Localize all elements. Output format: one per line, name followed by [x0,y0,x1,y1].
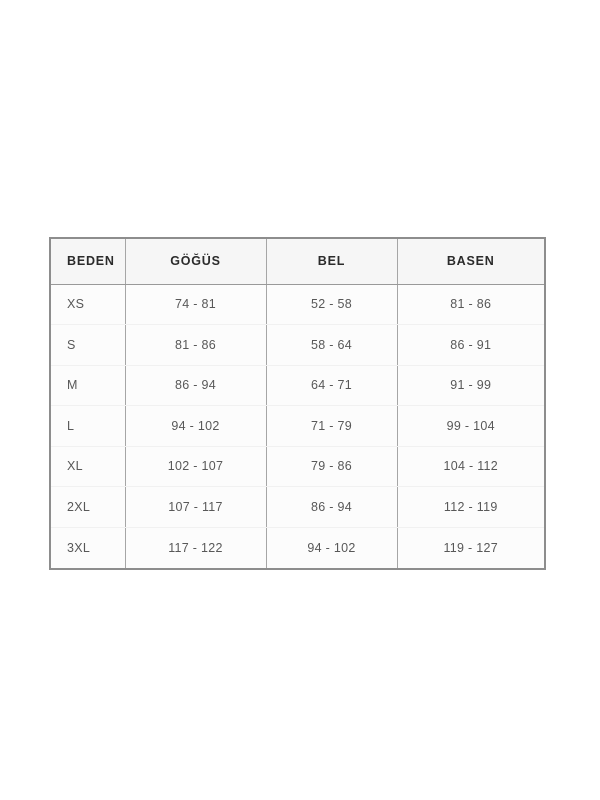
cell-basen: 119 - 127 [397,527,544,568]
cell-basen: 99 - 104 [397,405,544,447]
cell-gogus: 117 - 122 [125,527,267,568]
table-row: 3XL 117 - 122 94 - 102 119 - 127 [51,527,544,568]
cell-beden: XL [51,446,126,487]
table-row: XL 102 - 107 79 - 86 104 - 112 [51,446,544,487]
cell-gogus: 107 - 117 [125,486,267,528]
cell-gogus: 81 - 86 [125,324,267,366]
cell-beden: S [51,324,126,366]
cell-gogus: 102 - 107 [125,446,267,487]
cell-bel: 52 - 58 [266,284,398,325]
cell-basen: 86 - 91 [397,324,544,366]
cell-gogus: 74 - 81 [125,284,267,325]
cell-basen: 81 - 86 [397,284,544,325]
cell-bel: 79 - 86 [266,446,398,487]
table-header: BEDEN GÖĞÜS BEL BASEN [51,239,544,285]
cell-bel: 71 - 79 [266,405,398,447]
cell-beden: M [51,365,126,406]
table-row: XS 74 - 81 52 - 58 81 - 86 [51,284,544,325]
cell-bel: 94 - 102 [266,527,398,568]
column-header-bel: BEL [266,239,398,285]
cell-beden: 3XL [51,527,126,568]
cell-basen: 104 - 112 [397,446,544,487]
table-row: M 86 - 94 64 - 71 91 - 99 [51,365,544,406]
cell-gogus: 86 - 94 [125,365,267,406]
cell-gogus: 94 - 102 [125,405,267,447]
cell-basen: 112 - 119 [397,486,544,528]
cell-basen: 91 - 99 [397,365,544,406]
size-chart-table: BEDEN GÖĞÜS BEL BASEN XS 74 - 81 52 - 58… [51,239,544,568]
cell-beden: L [51,405,126,447]
table-row: L 94 - 102 71 - 79 99 - 104 [51,405,544,447]
table-row: S 81 - 86 58 - 64 86 - 91 [51,324,544,366]
cell-bel: 86 - 94 [266,486,398,528]
table-body: XS 74 - 81 52 - 58 81 - 86 S 81 - 86 58 … [51,284,544,568]
cell-bel: 58 - 64 [266,324,398,366]
cell-beden: 2XL [51,486,126,528]
column-header-gogus: GÖĞÜS [125,239,267,285]
column-header-basen: BASEN [397,239,544,285]
column-header-beden: BEDEN [51,239,126,285]
cell-beden: XS [51,284,126,325]
size-chart-container: BEDEN GÖĞÜS BEL BASEN XS 74 - 81 52 - 58… [49,237,546,570]
cell-bel: 64 - 71 [266,365,398,406]
header-row: BEDEN GÖĞÜS BEL BASEN [51,239,544,285]
table-row: 2XL 107 - 117 86 - 94 112 - 119 [51,486,544,528]
